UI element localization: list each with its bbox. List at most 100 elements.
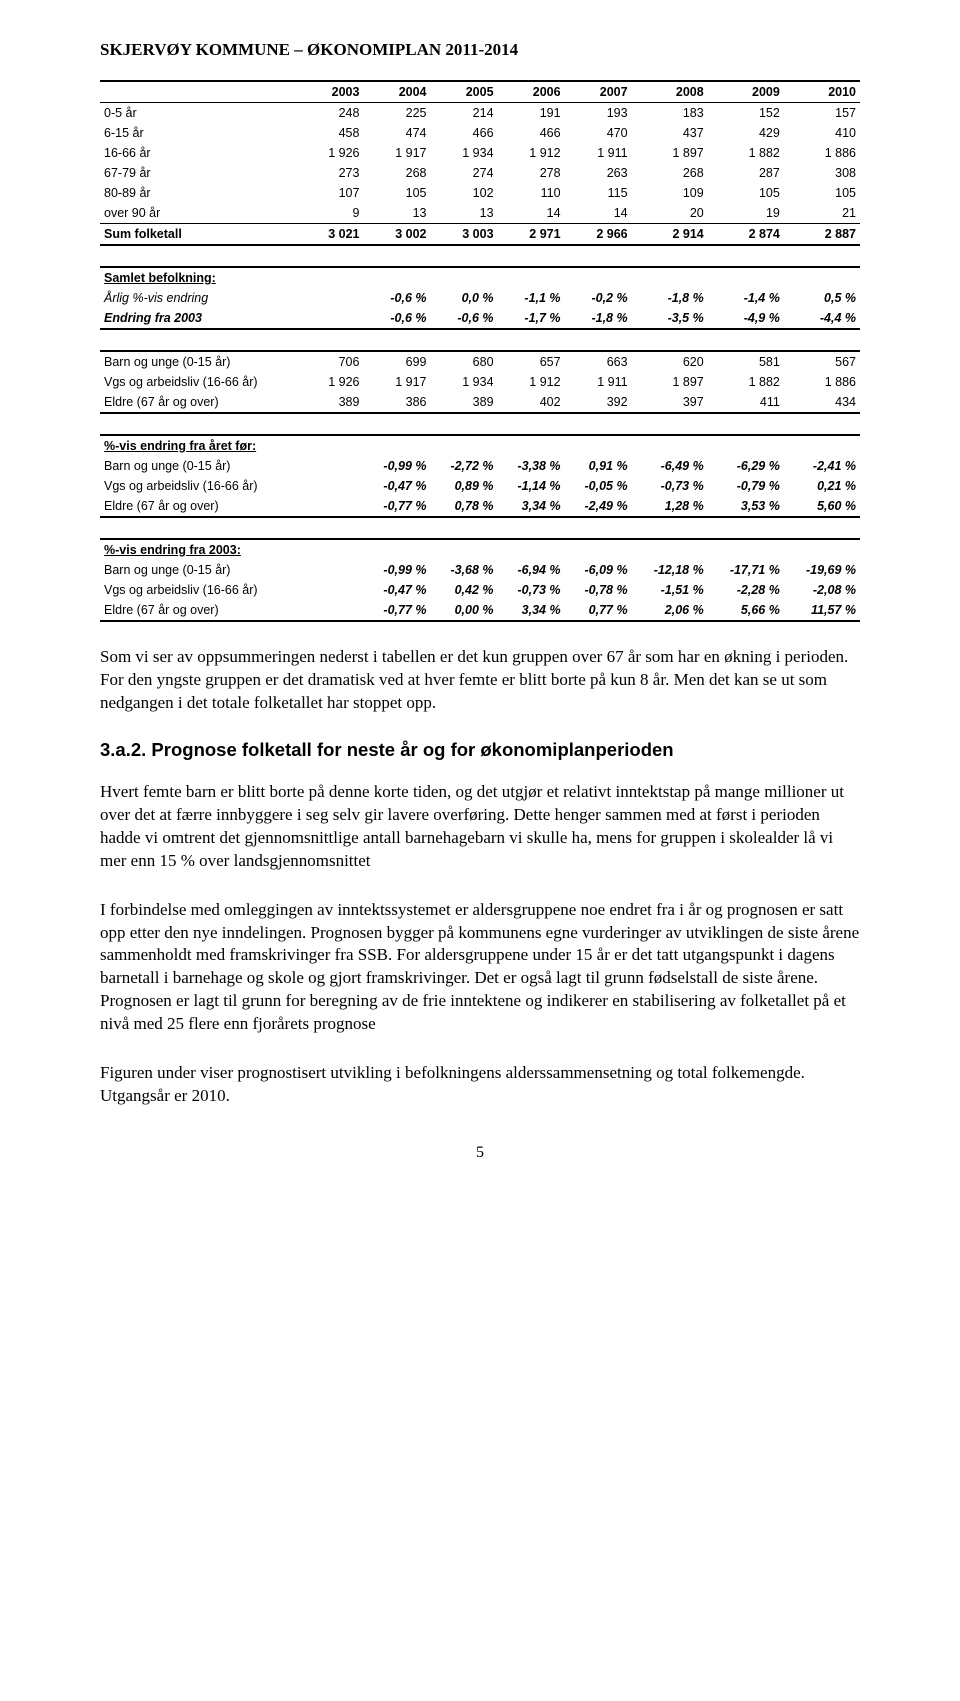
cell: 1 911 bbox=[565, 372, 632, 392]
cell bbox=[312, 288, 364, 308]
cell: 410 bbox=[784, 123, 860, 143]
cell: -0,99 % bbox=[363, 456, 430, 476]
cell: 0,78 % bbox=[431, 496, 498, 517]
row-label: Barn og unge (0-15 år) bbox=[100, 351, 312, 372]
cell: 474 bbox=[363, 123, 430, 143]
table-row: Eldre (67 år og over) -0,77 % 0,00 % 3,3… bbox=[100, 600, 860, 621]
header-blank bbox=[100, 81, 312, 103]
cell: 2,06 % bbox=[632, 600, 708, 621]
table-row: Eldre (67 år og over) -0,77 % 0,78 % 3,3… bbox=[100, 496, 860, 517]
section-header-row: Samlet befolkning: bbox=[100, 267, 860, 288]
cell: -0,99 % bbox=[363, 560, 430, 580]
cell bbox=[312, 600, 364, 621]
cell: 2 971 bbox=[498, 224, 565, 246]
year-col: 2008 bbox=[632, 81, 708, 103]
cell: 9 bbox=[312, 203, 364, 224]
row-label: 16-66 år bbox=[100, 143, 312, 163]
cell: 3,34 % bbox=[498, 600, 565, 621]
table-row: Vgs og arbeidsliv (16-66 år) -0,47 % 0,8… bbox=[100, 476, 860, 496]
cell: 1 912 bbox=[498, 143, 565, 163]
cell: -2,72 % bbox=[431, 456, 498, 476]
cell: 397 bbox=[632, 392, 708, 413]
cell: 1 897 bbox=[632, 372, 708, 392]
cell: 2 874 bbox=[708, 224, 784, 246]
table-row: Eldre (67 år og over) 389 386 389 402 39… bbox=[100, 392, 860, 413]
paragraph: Hvert femte barn er blitt borte på denne… bbox=[100, 781, 860, 873]
cell: 191 bbox=[498, 103, 565, 124]
cell: -0,77 % bbox=[363, 600, 430, 621]
cell: 263 bbox=[565, 163, 632, 183]
cell: -19,69 % bbox=[784, 560, 860, 580]
cell: -12,18 % bbox=[632, 560, 708, 580]
cell: -4,4 % bbox=[784, 308, 860, 329]
cell: 11,57 % bbox=[784, 600, 860, 621]
year-col: 2010 bbox=[784, 81, 860, 103]
cell: 1 926 bbox=[312, 372, 364, 392]
cell: 20 bbox=[632, 203, 708, 224]
cell: -1,4 % bbox=[708, 288, 784, 308]
section-header-row: %-vis endring fra året før: bbox=[100, 435, 860, 456]
cell: -17,71 % bbox=[708, 560, 784, 580]
cell: 386 bbox=[363, 392, 430, 413]
cell: 1 911 bbox=[565, 143, 632, 163]
table-row: 80-89 år 107 105 102 110 115 109 105 105 bbox=[100, 183, 860, 203]
cell bbox=[312, 580, 364, 600]
cell: 248 bbox=[312, 103, 364, 124]
row-label: 80-89 år bbox=[100, 183, 312, 203]
cell: 411 bbox=[708, 392, 784, 413]
cell: 1 882 bbox=[708, 143, 784, 163]
cell: 2 887 bbox=[784, 224, 860, 246]
population-table: 2003 2004 2005 2006 2007 2008 2009 2010 … bbox=[100, 80, 860, 622]
cell bbox=[312, 476, 364, 496]
cell: -1,51 % bbox=[632, 580, 708, 600]
cell: 458 bbox=[312, 123, 364, 143]
cell: -0,2 % bbox=[565, 288, 632, 308]
cell: 1 897 bbox=[632, 143, 708, 163]
cell: 105 bbox=[708, 183, 784, 203]
cell: 699 bbox=[363, 351, 430, 372]
cell: 102 bbox=[431, 183, 498, 203]
year-col: 2005 bbox=[431, 81, 498, 103]
paragraph: Figuren under viser prognostisert utvikl… bbox=[100, 1062, 860, 1108]
cell: 13 bbox=[363, 203, 430, 224]
table-row: Endring fra 2003 -0,6 % -0,6 % -1,7 % -1… bbox=[100, 308, 860, 329]
cell: 2 966 bbox=[565, 224, 632, 246]
cell: 1 917 bbox=[363, 372, 430, 392]
cell: -0,78 % bbox=[565, 580, 632, 600]
paragraph: Som vi ser av oppsummeringen nederst i t… bbox=[100, 646, 860, 715]
cell: -3,38 % bbox=[498, 456, 565, 476]
cell: 434 bbox=[784, 392, 860, 413]
section-header: %-vis endring fra 2003: bbox=[100, 539, 860, 560]
cell: 466 bbox=[431, 123, 498, 143]
cell bbox=[312, 456, 364, 476]
cell: 706 bbox=[312, 351, 364, 372]
year-col: 2007 bbox=[565, 81, 632, 103]
cell: 105 bbox=[784, 183, 860, 203]
table-row: 67-79 år 273 268 274 278 263 268 287 308 bbox=[100, 163, 860, 183]
cell: 0,89 % bbox=[431, 476, 498, 496]
cell: -6,09 % bbox=[565, 560, 632, 580]
sum-label: Sum folketall bbox=[100, 224, 312, 246]
section-header-row: %-vis endring fra 2003: bbox=[100, 539, 860, 560]
section-header: %-vis endring fra året før: bbox=[100, 435, 860, 456]
cell: -1,8 % bbox=[565, 308, 632, 329]
subheading: 3.a.2. Prognose folketall for neste år o… bbox=[100, 739, 860, 761]
document-header: SKJERVØY KOMMUNE – ØKONOMIPLAN 2011-2014 bbox=[100, 40, 860, 60]
cell: 3 003 bbox=[431, 224, 498, 246]
cell: 13 bbox=[431, 203, 498, 224]
cell: 0,91 % bbox=[565, 456, 632, 476]
year-col: 2004 bbox=[363, 81, 430, 103]
cell: -0,6 % bbox=[431, 308, 498, 329]
cell: -0,73 % bbox=[632, 476, 708, 496]
cell: 0,77 % bbox=[565, 600, 632, 621]
cell: 1 934 bbox=[431, 372, 498, 392]
cell: 274 bbox=[431, 163, 498, 183]
cell bbox=[312, 496, 364, 517]
cell: 107 bbox=[312, 183, 364, 203]
spacer-row bbox=[100, 245, 860, 267]
cell: 268 bbox=[363, 163, 430, 183]
cell: 152 bbox=[708, 103, 784, 124]
cell: -1,7 % bbox=[498, 308, 565, 329]
section-header: Samlet befolkning: bbox=[100, 267, 860, 288]
cell: 278 bbox=[498, 163, 565, 183]
